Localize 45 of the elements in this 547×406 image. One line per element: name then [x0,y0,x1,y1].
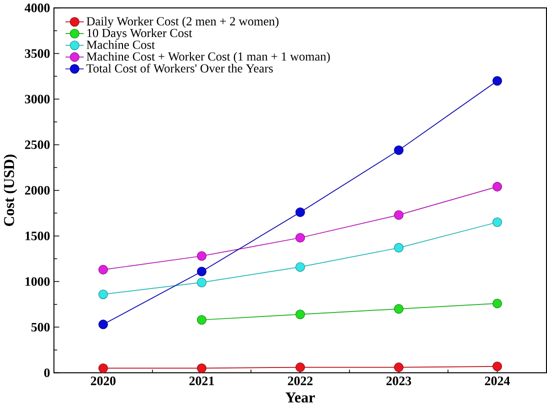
point [196,251,206,261]
point [196,363,206,373]
y-tick-label: 3500 [24,49,50,58]
y-tick-label: 4000 [24,4,50,12]
point [196,278,206,288]
y-tick-label: 2000 [25,186,50,195]
y-tick-label: 2500 [25,140,50,150]
y-axis-title: Cost (USD) [4,154,18,226]
point [492,298,502,308]
x-tick-label: 2024 [484,376,510,386]
point [295,232,305,242]
point [98,264,108,274]
point [295,310,305,320]
legend-label: Daily Worker Cost (2 men + 2 women) [86,16,278,28]
point [295,362,305,372]
y-tick-label: 3000 [24,94,50,104]
point [394,210,404,220]
point [394,243,404,253]
point [295,207,305,217]
x-tick-label: 2021 [189,376,214,386]
y-tick-label: 1500 [26,232,50,240]
y-tick-label: 500 [31,322,50,332]
y-tick-label: 0 [44,368,50,378]
point [196,315,206,325]
point [98,320,108,330]
x-axis-title: Year [286,392,315,402]
legend-label: Total Cost of Workers' Over the Years [86,64,273,73]
x-tick-label: 2022 [288,376,313,386]
point [394,145,404,155]
point [295,262,305,272]
point [394,304,404,314]
point [196,266,206,276]
point [492,362,502,372]
legend-label: Machine Cost [86,40,155,49]
y-tick-label: 1000 [26,277,50,286]
point [98,363,108,373]
point [492,217,502,227]
point [98,290,108,300]
legend-label: 10 Days Worker Cost [87,28,192,40]
point [492,182,502,192]
legend-label: Machine Cost + Worker Cost (1 man + 1 woman) [86,52,330,64]
x-tick-label: 2020 [90,376,116,386]
x-tick-label: 2023 [386,376,412,386]
point [492,76,502,86]
point [394,362,404,372]
